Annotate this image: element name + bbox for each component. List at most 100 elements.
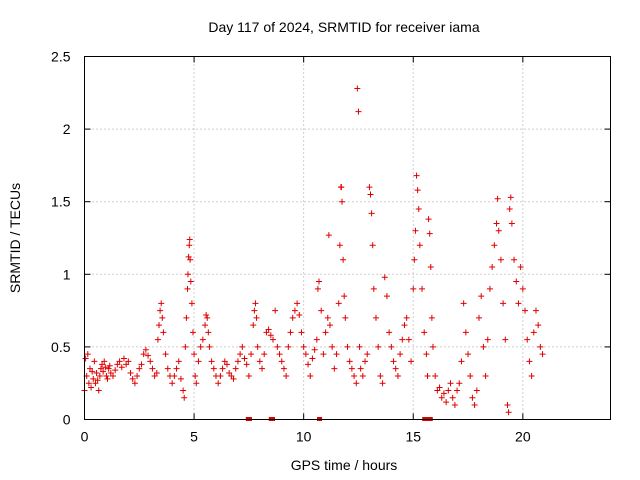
data-point <box>469 394 476 401</box>
data-point <box>311 346 318 353</box>
data-point <box>261 351 268 358</box>
data-point <box>177 375 184 382</box>
data-point <box>491 242 498 249</box>
data-point <box>199 336 206 343</box>
data-point <box>375 343 382 350</box>
data-point <box>89 368 96 375</box>
data-point <box>325 232 332 239</box>
data-point <box>104 375 111 382</box>
data-point <box>342 314 349 321</box>
data-point <box>159 314 166 321</box>
data-point <box>356 343 363 350</box>
data-point <box>530 329 537 336</box>
data-point <box>175 358 182 365</box>
data-point <box>500 300 507 307</box>
data-point <box>219 365 226 372</box>
data-point <box>462 329 469 336</box>
data-point <box>204 314 211 321</box>
data-point <box>90 375 97 382</box>
data-point <box>339 198 346 205</box>
data-point <box>95 387 102 394</box>
data-point <box>322 329 329 336</box>
points-layer <box>81 85 546 421</box>
data-point <box>415 205 422 212</box>
data-point <box>116 358 123 365</box>
data-point <box>428 314 435 321</box>
data-point <box>223 361 230 368</box>
chart-title: Day 117 of 2024, SRMTID for receiver iam… <box>208 19 480 35</box>
y-tick-label: 0 <box>63 412 71 428</box>
data-point <box>157 307 164 314</box>
data-point <box>467 372 474 379</box>
data-point <box>302 351 309 358</box>
data-point <box>456 380 463 387</box>
data-point <box>91 358 98 365</box>
data-point <box>412 227 419 234</box>
data-point <box>357 365 364 372</box>
data-point <box>129 375 136 382</box>
data-point <box>313 336 320 343</box>
data-point <box>427 264 434 271</box>
data-point <box>272 307 279 314</box>
data-point <box>411 256 418 263</box>
data-point <box>254 343 261 350</box>
data-point <box>241 355 248 362</box>
data-point <box>269 336 276 343</box>
data-point <box>287 329 294 336</box>
data-point <box>449 394 456 401</box>
data-point <box>125 358 132 365</box>
data-point <box>149 365 156 372</box>
data-point <box>320 351 327 358</box>
data-point <box>524 336 531 343</box>
data-point <box>291 307 298 314</box>
data-point <box>458 358 465 365</box>
data-point <box>465 351 472 358</box>
x-tick-label: 5 <box>190 429 198 445</box>
data-point <box>191 351 198 358</box>
data-point <box>386 329 393 336</box>
data-point <box>256 358 263 365</box>
data-point <box>294 300 301 307</box>
data-point <box>367 191 374 198</box>
data-point <box>112 367 119 374</box>
data-point <box>368 210 375 217</box>
data-point <box>173 365 180 372</box>
data-point <box>489 264 496 271</box>
data-point <box>252 300 259 307</box>
data-point <box>248 351 255 358</box>
data-point <box>390 358 397 365</box>
data-point <box>353 380 360 387</box>
data-point <box>436 384 443 391</box>
data-point <box>480 343 487 350</box>
data-point <box>432 372 439 379</box>
data-point <box>184 271 191 278</box>
axis-layer: 0 0.5 1 1.5 2 2.5 0 5 10 15 20 <box>51 49 611 445</box>
data-point <box>305 361 312 368</box>
data-point <box>296 311 303 318</box>
data-point <box>506 205 513 212</box>
data-point <box>84 351 91 358</box>
data-point <box>338 184 345 191</box>
data-point <box>243 361 250 368</box>
data-point <box>535 322 542 329</box>
data-point <box>158 300 165 307</box>
data-point <box>276 351 283 358</box>
data-point <box>106 362 113 369</box>
data-point <box>370 285 377 292</box>
data-point <box>142 346 149 353</box>
data-point <box>187 256 194 263</box>
y-tick-label: 2 <box>63 121 71 137</box>
data-point <box>354 85 361 92</box>
data-point <box>102 364 109 371</box>
data-point <box>217 372 224 379</box>
data-point <box>153 370 160 377</box>
y-tick-label: 2.5 <box>51 49 71 65</box>
data-point <box>160 329 167 336</box>
data-point <box>105 365 112 372</box>
data-point <box>410 285 417 292</box>
data-point <box>136 365 143 372</box>
data-point <box>539 351 546 358</box>
data-point <box>208 358 215 365</box>
data-point <box>109 372 116 379</box>
data-point <box>300 343 307 350</box>
